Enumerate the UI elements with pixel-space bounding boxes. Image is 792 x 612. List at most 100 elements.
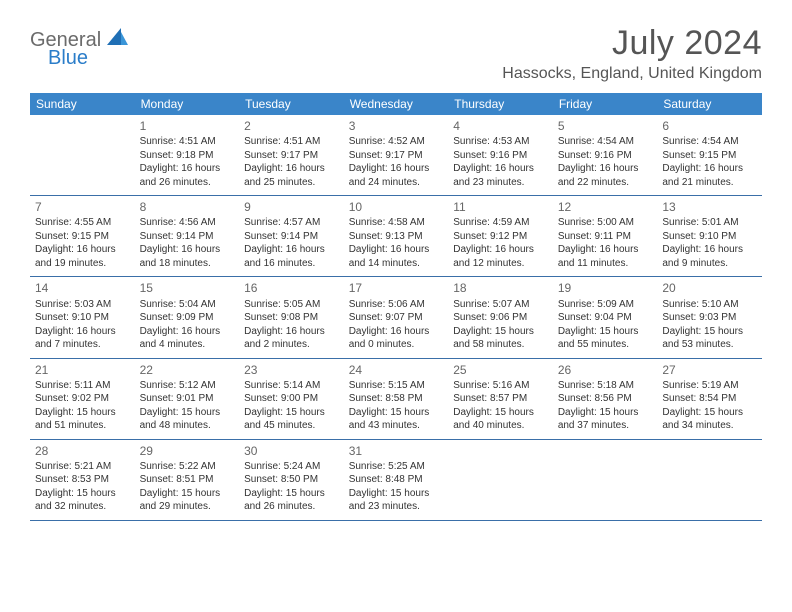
calendar-day-cell: 4Sunrise: 4:53 AMSunset: 9:16 PMDaylight… <box>448 115 553 196</box>
calendar-table: SundayMondayTuesdayWednesdayThursdayFrid… <box>30 93 762 521</box>
sun-info-line: Daylight: 15 hours <box>558 406 653 420</box>
sun-info-line: Sunset: 9:15 PM <box>662 149 757 163</box>
sun-info-line: Sunrise: 5:03 AM <box>35 298 130 312</box>
sun-info-line: Daylight: 16 hours <box>35 325 130 339</box>
sun-info-line: and 21 minutes. <box>662 176 757 190</box>
sun-info-line: Daylight: 15 hours <box>453 406 548 420</box>
calendar-day-cell: 27Sunrise: 5:19 AMSunset: 8:54 PMDayligh… <box>657 358 762 439</box>
calendar-header-row: SundayMondayTuesdayWednesdayThursdayFrid… <box>30 93 762 115</box>
calendar-day-cell <box>657 439 762 520</box>
day-number: 26 <box>558 362 653 378</box>
sun-info-line: and 18 minutes. <box>140 257 235 271</box>
sun-info-line: Sunset: 8:56 PM <box>558 392 653 406</box>
day-number: 29 <box>140 443 235 459</box>
sun-info-line: Sunset: 8:53 PM <box>35 473 130 487</box>
sun-info-line: Daylight: 16 hours <box>244 325 339 339</box>
sun-info-line: Sunset: 8:54 PM <box>662 392 757 406</box>
sun-info-line: Daylight: 16 hours <box>662 243 757 257</box>
sun-info-line: Sunrise: 5:07 AM <box>453 298 548 312</box>
calendar-day-cell: 19Sunrise: 5:09 AMSunset: 9:04 PMDayligh… <box>553 277 658 358</box>
sun-info-line: and 23 minutes. <box>349 500 444 514</box>
sun-info-line: Sunrise: 4:53 AM <box>453 135 548 149</box>
sun-info-line: and 26 minutes. <box>140 176 235 190</box>
calendar-day-cell: 22Sunrise: 5:12 AMSunset: 9:01 PMDayligh… <box>135 358 240 439</box>
sun-info-line: Sunrise: 4:54 AM <box>662 135 757 149</box>
sun-info-line: Sunrise: 5:18 AM <box>558 379 653 393</box>
sun-info-line: Sunrise: 5:09 AM <box>558 298 653 312</box>
sun-info-line: and 55 minutes. <box>558 338 653 352</box>
calendar-day-cell: 28Sunrise: 5:21 AMSunset: 8:53 PMDayligh… <box>30 439 135 520</box>
day-header: Tuesday <box>239 93 344 115</box>
calendar-day-cell: 16Sunrise: 5:05 AMSunset: 9:08 PMDayligh… <box>239 277 344 358</box>
day-number: 10 <box>349 199 444 215</box>
sun-info-line: and 37 minutes. <box>558 419 653 433</box>
calendar-week-row: 28Sunrise: 5:21 AMSunset: 8:53 PMDayligh… <box>30 439 762 520</box>
sun-info-line: Sunrise: 5:14 AM <box>244 379 339 393</box>
calendar-day-cell: 20Sunrise: 5:10 AMSunset: 9:03 PMDayligh… <box>657 277 762 358</box>
calendar-day-cell <box>553 439 658 520</box>
day-number: 3 <box>349 118 444 134</box>
sun-info-line: and 48 minutes. <box>140 419 235 433</box>
calendar-day-cell: 9Sunrise: 4:57 AMSunset: 9:14 PMDaylight… <box>239 196 344 277</box>
calendar-day-cell: 24Sunrise: 5:15 AMSunset: 8:58 PMDayligh… <box>344 358 449 439</box>
sun-info-line: Daylight: 16 hours <box>558 162 653 176</box>
day-header: Monday <box>135 93 240 115</box>
title-block: July 2024 Hassocks, England, United King… <box>502 24 762 83</box>
brand-text: General Blue <box>30 28 129 69</box>
sun-info-line: Sunset: 9:16 PM <box>453 149 548 163</box>
sun-info-line: Daylight: 16 hours <box>140 325 235 339</box>
sun-info-line: and 53 minutes. <box>662 338 757 352</box>
sun-info-line: Daylight: 16 hours <box>558 243 653 257</box>
sun-info-line: Sunset: 9:02 PM <box>35 392 130 406</box>
sail-icon <box>107 28 129 51</box>
sun-info-line: and 19 minutes. <box>35 257 130 271</box>
sun-info-line: Sunset: 9:07 PM <box>349 311 444 325</box>
day-number: 24 <box>349 362 444 378</box>
sun-info-line: Sunset: 9:00 PM <box>244 392 339 406</box>
day-number: 7 <box>35 199 130 215</box>
calendar-day-cell: 21Sunrise: 5:11 AMSunset: 9:02 PMDayligh… <box>30 358 135 439</box>
day-number: 20 <box>662 280 757 296</box>
calendar-day-cell <box>30 115 135 196</box>
sun-info-line: Daylight: 15 hours <box>35 487 130 501</box>
sun-info-line: and 23 minutes. <box>453 176 548 190</box>
day-number: 27 <box>662 362 757 378</box>
sun-info-line: and 34 minutes. <box>662 419 757 433</box>
sun-info-line: Daylight: 15 hours <box>35 406 130 420</box>
calendar-day-cell: 11Sunrise: 4:59 AMSunset: 9:12 PMDayligh… <box>448 196 553 277</box>
sun-info-line: Sunset: 9:17 PM <box>349 149 444 163</box>
calendar-day-cell: 2Sunrise: 4:51 AMSunset: 9:17 PMDaylight… <box>239 115 344 196</box>
calendar-day-cell: 25Sunrise: 5:16 AMSunset: 8:57 PMDayligh… <box>448 358 553 439</box>
sun-info-line: Sunrise: 5:10 AM <box>662 298 757 312</box>
day-number: 13 <box>662 199 757 215</box>
sun-info-line: Sunrise: 4:57 AM <box>244 216 339 230</box>
calendar-day-cell: 17Sunrise: 5:06 AMSunset: 9:07 PMDayligh… <box>344 277 449 358</box>
sun-info-line: Sunrise: 5:19 AM <box>662 379 757 393</box>
day-number: 12 <box>558 199 653 215</box>
sun-info-line: Daylight: 15 hours <box>140 406 235 420</box>
sun-info-line: Sunset: 9:14 PM <box>244 230 339 244</box>
sun-info-line: Daylight: 16 hours <box>662 162 757 176</box>
location-subtitle: Hassocks, England, United Kingdom <box>502 65 762 83</box>
sun-info-line: Daylight: 16 hours <box>244 243 339 257</box>
sun-info-line: and 24 minutes. <box>349 176 444 190</box>
day-header: Friday <box>553 93 658 115</box>
sun-info-line: Daylight: 16 hours <box>349 243 444 257</box>
sun-info-line: Sunrise: 4:54 AM <box>558 135 653 149</box>
sun-info-line: Sunrise: 5:21 AM <box>35 460 130 474</box>
sun-info-line: and 32 minutes. <box>35 500 130 514</box>
sun-info-line: Sunrise: 5:00 AM <box>558 216 653 230</box>
calendar-day-cell: 6Sunrise: 4:54 AMSunset: 9:15 PMDaylight… <box>657 115 762 196</box>
sun-info-line: and 43 minutes. <box>349 419 444 433</box>
sun-info-line: Daylight: 16 hours <box>453 162 548 176</box>
sun-info-line: Sunset: 8:50 PM <box>244 473 339 487</box>
day-header: Sunday <box>30 93 135 115</box>
sun-info-line: Sunset: 9:09 PM <box>140 311 235 325</box>
day-number: 11 <box>453 199 548 215</box>
sun-info-line: and 7 minutes. <box>35 338 130 352</box>
day-number: 16 <box>244 280 339 296</box>
calendar-day-cell: 14Sunrise: 5:03 AMSunset: 9:10 PMDayligh… <box>30 277 135 358</box>
day-number: 5 <box>558 118 653 134</box>
sun-info-line: Sunset: 9:04 PM <box>558 311 653 325</box>
sun-info-line: Daylight: 15 hours <box>244 487 339 501</box>
